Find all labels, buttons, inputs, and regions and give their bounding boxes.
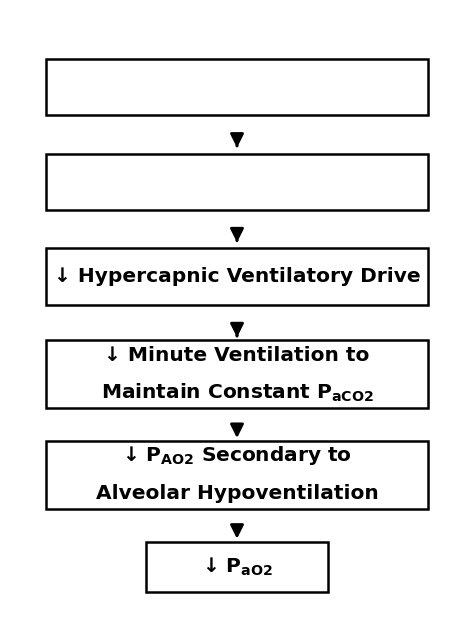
FancyBboxPatch shape xyxy=(46,441,428,509)
FancyBboxPatch shape xyxy=(146,542,328,592)
Text: ↓ P$_{\mathregular{AO2}}$ Secondary to: ↓ P$_{\mathregular{AO2}}$ Secondary to xyxy=(122,444,352,467)
FancyBboxPatch shape xyxy=(46,340,428,408)
Text: Maintain Constant P$_{\mathregular{aCO2}}$: Maintain Constant P$_{\mathregular{aCO2}… xyxy=(100,382,374,404)
Text: Alveolar Hypoventilation: Alveolar Hypoventilation xyxy=(96,484,378,503)
Text: ↓ Minute Ventilation to: ↓ Minute Ventilation to xyxy=(104,346,370,365)
FancyBboxPatch shape xyxy=(46,248,428,305)
FancyBboxPatch shape xyxy=(46,59,428,115)
FancyBboxPatch shape xyxy=(46,154,428,210)
Text: ↓ Hypercapnic Ventilatory Drive: ↓ Hypercapnic Ventilatory Drive xyxy=(54,267,420,286)
Text: ↓ P$_{\mathregular{aO2}}$: ↓ P$_{\mathregular{aO2}}$ xyxy=(201,556,273,578)
